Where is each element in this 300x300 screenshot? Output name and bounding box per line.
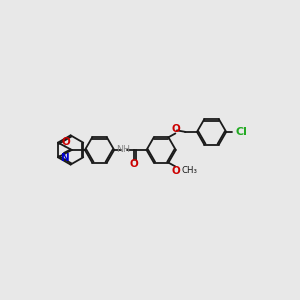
Text: O: O	[171, 124, 180, 134]
Text: CH₃: CH₃	[182, 166, 197, 175]
Text: N: N	[61, 153, 70, 163]
Text: NH: NH	[116, 145, 130, 154]
Text: O: O	[171, 166, 180, 176]
Text: Cl: Cl	[236, 127, 247, 137]
Text: O: O	[130, 159, 139, 169]
Text: O: O	[61, 137, 70, 147]
